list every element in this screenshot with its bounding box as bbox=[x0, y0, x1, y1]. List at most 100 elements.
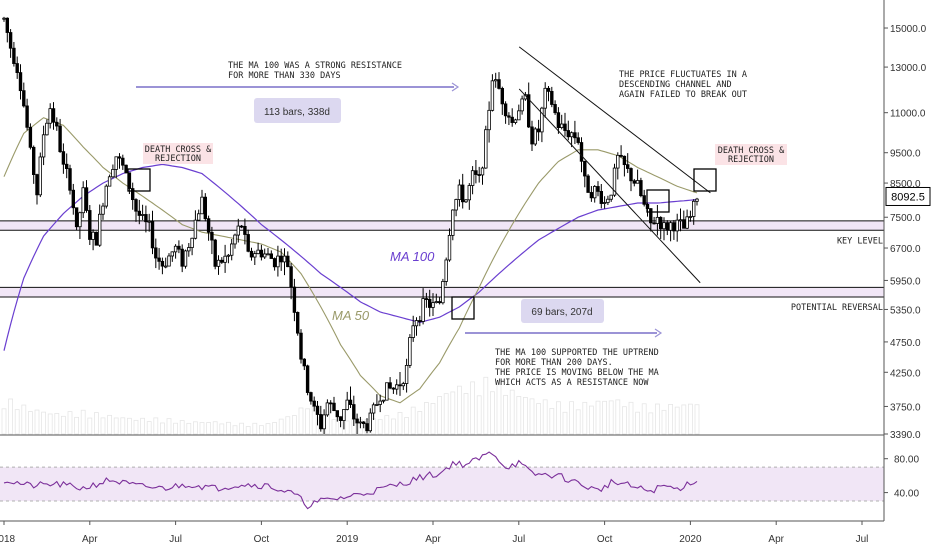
time-tick-label: Oct bbox=[254, 534, 270, 545]
volume-bar bbox=[74, 416, 79, 435]
volume-bar bbox=[219, 423, 225, 435]
candle-down bbox=[121, 157, 125, 166]
candle-up bbox=[107, 176, 112, 187]
candle-down bbox=[25, 105, 29, 128]
price-tick-label: 11000.0 bbox=[890, 109, 926, 120]
range-arrow-support-head bbox=[654, 328, 663, 338]
volume-bar bbox=[1, 408, 7, 435]
volume-bar bbox=[377, 419, 383, 435]
volume-bar bbox=[410, 406, 416, 435]
candle-up bbox=[444, 259, 448, 282]
candle-down bbox=[295, 312, 300, 334]
key-level-label: KEY LEVEL bbox=[837, 236, 883, 246]
candle-up bbox=[441, 281, 445, 304]
candle-down bbox=[58, 125, 62, 153]
candle-up bbox=[38, 156, 42, 196]
candle-up bbox=[282, 255, 287, 263]
candle-down bbox=[299, 332, 303, 360]
candle-down bbox=[22, 90, 26, 107]
candle-up bbox=[533, 128, 537, 145]
rsi-tick-label: 80.00 bbox=[894, 455, 919, 466]
volume-bar bbox=[615, 399, 621, 435]
candle-up bbox=[325, 402, 330, 416]
volume-bar bbox=[516, 396, 522, 435]
candle-down bbox=[32, 146, 36, 175]
candle-up bbox=[345, 399, 349, 410]
candle-down bbox=[596, 186, 600, 192]
candle-up bbox=[216, 259, 221, 267]
candle-up bbox=[78, 212, 82, 228]
candle-up bbox=[480, 167, 485, 176]
candle-down bbox=[328, 402, 333, 405]
volume-bar bbox=[133, 419, 139, 435]
volume-bar bbox=[443, 393, 449, 435]
candle-down bbox=[239, 225, 244, 228]
candle-up bbox=[635, 180, 640, 184]
candle-down bbox=[427, 298, 432, 308]
price-tick-label: 4750.0 bbox=[890, 338, 921, 349]
candle-up bbox=[276, 255, 280, 268]
candle-down bbox=[672, 222, 676, 232]
volume-bar bbox=[127, 417, 132, 435]
volume-bar bbox=[463, 393, 469, 435]
candle-down bbox=[68, 168, 72, 191]
ma100-label: MA 100 bbox=[390, 249, 435, 264]
cross-box-support bbox=[451, 296, 475, 320]
volume-bar bbox=[661, 409, 667, 435]
volume-bar bbox=[291, 415, 297, 435]
volume-bar bbox=[305, 408, 311, 435]
rsi-line bbox=[3, 451, 698, 510]
candle-up bbox=[190, 237, 194, 248]
candle-down bbox=[289, 266, 293, 288]
candle-down bbox=[682, 219, 686, 229]
candle-down bbox=[348, 399, 353, 405]
death-cross-box-1 bbox=[127, 168, 151, 192]
candle-down bbox=[286, 255, 290, 268]
volume-bar bbox=[27, 411, 33, 435]
time-tick-label: Jul bbox=[512, 534, 525, 545]
candle-up bbox=[543, 87, 547, 109]
candle-down bbox=[94, 231, 99, 246]
death-cross-1-bg bbox=[143, 143, 213, 164]
candle-down bbox=[292, 286, 297, 313]
price-tick-label: 3390.0 bbox=[890, 430, 921, 441]
candle-up bbox=[569, 132, 574, 138]
volume-bar bbox=[245, 426, 251, 435]
volume-bar bbox=[186, 422, 192, 435]
volume-bar bbox=[344, 420, 350, 435]
volume-bar bbox=[61, 415, 66, 435]
candle-down bbox=[632, 180, 636, 184]
candle-down bbox=[305, 365, 310, 393]
price-tick-label: 8500.0 bbox=[890, 179, 921, 190]
price-tick-label: 4250.0 bbox=[890, 368, 921, 379]
channel-upper-line bbox=[518, 46, 711, 194]
candle-down bbox=[309, 392, 313, 402]
volume-bar bbox=[608, 400, 614, 435]
candle-up bbox=[200, 196, 204, 215]
time-tick-label: Apr bbox=[82, 534, 98, 545]
candle-down bbox=[28, 126, 33, 148]
candle-up bbox=[616, 154, 620, 169]
candle-down bbox=[563, 123, 567, 131]
volume-bar bbox=[542, 399, 548, 435]
volume-bar bbox=[153, 417, 159, 435]
candle-up bbox=[685, 216, 689, 229]
volume-bar bbox=[575, 409, 581, 435]
channel-lower-line bbox=[518, 88, 701, 284]
candle-up bbox=[447, 234, 452, 261]
candle-down bbox=[477, 174, 481, 176]
candle-up bbox=[467, 185, 471, 201]
candle-down bbox=[573, 132, 577, 139]
candle-up bbox=[668, 222, 673, 231]
volume-bar bbox=[331, 419, 337, 435]
candle-down bbox=[157, 257, 161, 262]
volume-bar bbox=[239, 422, 245, 435]
candle-down bbox=[530, 126, 534, 145]
volume-bar bbox=[470, 381, 476, 435]
range-badge-1 bbox=[254, 98, 341, 123]
annotation-death-cross-1: REJECTION bbox=[155, 154, 201, 164]
candle-up bbox=[662, 222, 666, 230]
candle-down bbox=[279, 255, 283, 263]
candle-down bbox=[246, 234, 250, 252]
